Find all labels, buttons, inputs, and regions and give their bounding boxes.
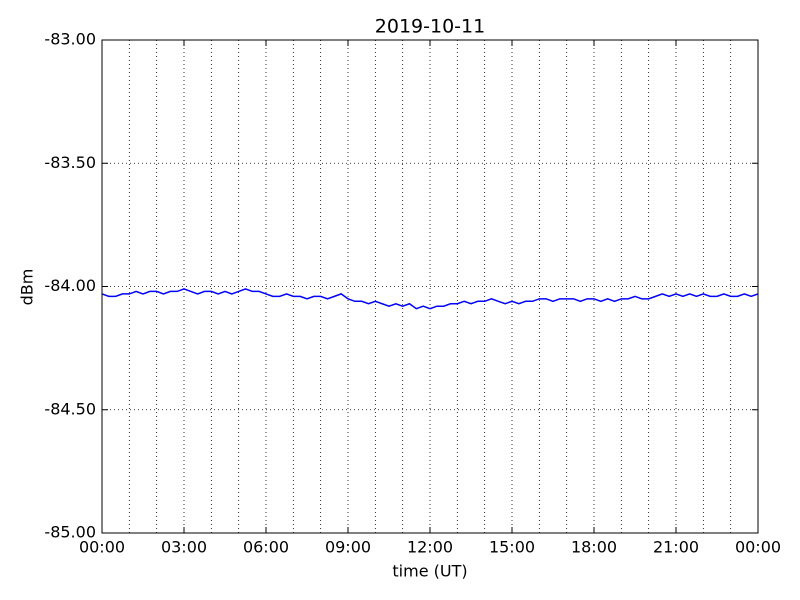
plot-frame — [101, 39, 759, 534]
x-tick-label: 03:00 — [161, 538, 207, 557]
y-tick-label: -83.00 — [44, 30, 96, 49]
y-tick-label: -83.50 — [44, 153, 96, 172]
chart-title: 2019-10-11 — [375, 16, 485, 38]
x-tick-label: 21:00 — [653, 538, 699, 557]
x-tick-label: 00:00 — [79, 538, 125, 557]
x-tick-label: 06:00 — [243, 538, 289, 557]
x-tick-label: 15:00 — [489, 538, 535, 557]
y-axis-label: dBm — [18, 269, 37, 306]
x-axis-label: time (UT) — [392, 562, 467, 581]
y-tick-label: -84.50 — [44, 399, 96, 418]
y-tick-label: -84.00 — [44, 276, 96, 295]
x-tick-label: 00:00 — [735, 538, 781, 557]
x-tick-label: 12:00 — [407, 538, 453, 557]
x-tick-label: 18:00 — [571, 538, 617, 557]
data-line — [101, 288, 759, 310]
x-tick-label: 09:00 — [325, 538, 371, 557]
y-tick-label: -85.00 — [44, 523, 96, 542]
